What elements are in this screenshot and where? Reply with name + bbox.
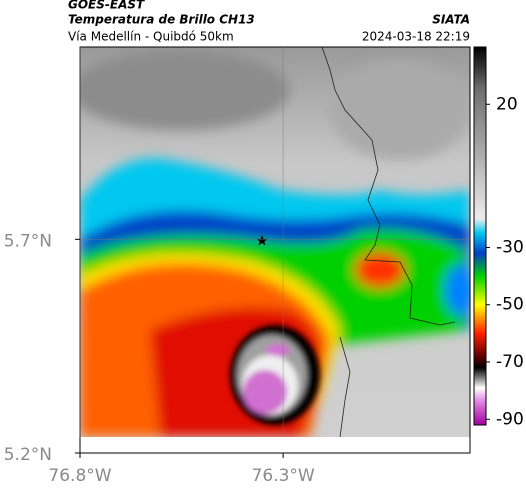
city-marker [256, 235, 268, 246]
colorbar-tick-label: -70 [496, 352, 524, 372]
y-tick-label: 5.7°N [4, 231, 52, 251]
title: GOES-EAST [68, 0, 145, 12]
x-tick-label: 76.8°W [48, 466, 111, 486]
colorbar-tick-label: -30 [496, 237, 524, 257]
y-tick-label: 5.2°N [4, 445, 52, 465]
colorbar-tick-label: -90 [496, 409, 524, 429]
location: Vía Medellín - Quibdó 50km [68, 30, 234, 44]
colorbar-tick-label: 20 [496, 94, 518, 114]
x-tick-label: 76.3°W [252, 466, 315, 486]
colorbar [473, 46, 487, 426]
source: SIATA [432, 13, 470, 27]
colorbar-tick-label: -50 [496, 295, 524, 315]
satellite-image [80, 47, 470, 437]
subtitle: Temperatura de Brillo CH13 [68, 13, 255, 27]
datetime: 2024-03-18 22:19 [362, 30, 470, 44]
